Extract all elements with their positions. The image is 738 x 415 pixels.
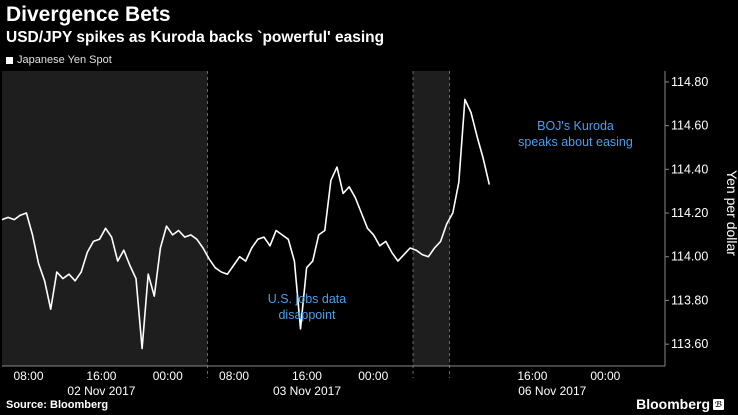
source-note: Source: Bloomberg	[6, 399, 109, 411]
x-tick-label-5: 00:00	[358, 369, 388, 383]
annotation-0-line-1: disappoint	[278, 308, 336, 322]
x-tick-label-7: 00:00	[590, 369, 620, 383]
x-date-label-1: 03 Nov 2017	[273, 384, 341, 398]
annotation-0-line-0: U.S. jobs data	[268, 292, 347, 306]
x-tick-label-4: 16:00	[292, 369, 322, 383]
brand-mark-icon: ℬ	[713, 398, 724, 410]
x-date-label-2: 06 Nov 2017	[518, 384, 586, 398]
brand-text: Bloomberg	[636, 396, 710, 412]
legend-swatch	[6, 56, 13, 64]
y-tick-label-1: 113.80	[671, 293, 708, 307]
x-tick-label-0: 08:00	[14, 369, 44, 383]
annotation-1-line-1: speaks about easing	[518, 135, 633, 149]
annotation-1-line-0: BOJ's Kuroda	[537, 119, 614, 133]
x-date-label-0: 02 Nov 2017	[67, 384, 135, 398]
chart-title: Divergence Bets	[6, 3, 171, 26]
shade-region-0	[2, 71, 208, 366]
y-tick-label-6: 114.80	[671, 75, 708, 89]
x-tick-label-1: 16:00	[86, 369, 116, 383]
x-tick-label-3: 08:00	[219, 369, 249, 383]
legend: Japanese Yen Spot	[6, 54, 112, 66]
y-tick-label-0: 113.60	[671, 337, 708, 351]
y-tick-label-4: 114.40	[671, 162, 708, 176]
shade-region-1	[413, 71, 450, 366]
y-tick-label-5: 114.60	[671, 119, 708, 133]
x-tick-label-6: 16:00	[517, 369, 547, 383]
y-axis-title: Yen per dollar	[724, 170, 738, 256]
chart-subtitle: USD/JPY spikes as Kuroda backs `powerful…	[6, 29, 385, 46]
y-tick-label-2: 114.00	[671, 250, 708, 264]
legend-label: Japanese Yen Spot	[17, 54, 112, 66]
series-line-japanese-yen-spot	[1, 98, 491, 350]
y-tick-label-3: 114.20	[671, 206, 708, 220]
x-tick-label-2: 00:00	[153, 369, 183, 383]
bloomberg-logo: Bloomberg ℬ	[636, 396, 724, 412]
